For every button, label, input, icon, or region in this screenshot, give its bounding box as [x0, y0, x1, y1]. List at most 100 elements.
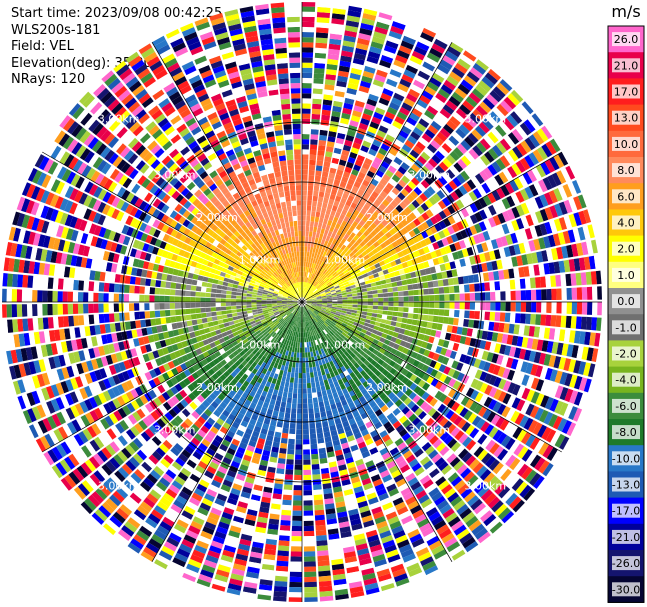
velocity-gate	[568, 197, 578, 212]
velocity-gate	[351, 383, 358, 390]
velocity-gate	[142, 353, 150, 363]
velocity-gate	[76, 448, 88, 461]
velocity-gate	[522, 172, 533, 185]
velocity-gate	[336, 454, 345, 462]
velocity-gate	[436, 131, 448, 142]
velocity-gate	[409, 374, 418, 382]
velocity-gate	[412, 417, 421, 426]
velocity-gate	[271, 367, 277, 374]
velocity-gate	[479, 138, 491, 150]
velocity-gate	[511, 256, 518, 267]
velocity-gate	[456, 173, 466, 184]
velocity-gate	[130, 513, 144, 525]
velocity-gate	[332, 305, 338, 308]
velocity-gate	[258, 511, 269, 519]
velocity-gate	[180, 467, 192, 478]
velocity-gate	[392, 265, 399, 272]
velocity-gate	[418, 302, 425, 308]
velocity-gate	[171, 395, 180, 405]
velocity-gate	[194, 488, 205, 498]
velocity-gate	[279, 325, 285, 331]
velocity-gate	[483, 472, 496, 485]
velocity-gate	[332, 341, 338, 347]
velocity-gate	[369, 244, 376, 251]
velocity-gate	[299, 306, 301, 312]
velocity-gate	[312, 274, 316, 280]
velocity-gate	[191, 410, 200, 420]
velocity-gate	[326, 294, 332, 297]
velocity-gate	[460, 207, 470, 218]
velocity-gate	[302, 220, 306, 226]
velocity-gate	[235, 473, 246, 482]
velocity-gate	[306, 316, 310, 322]
velocity-gate	[214, 435, 224, 444]
velocity-gate	[388, 488, 400, 497]
velocity-gate	[580, 316, 587, 330]
velocity-gate	[158, 404, 168, 415]
velocity-gate	[302, 195, 307, 201]
velocity-gate	[503, 96, 517, 110]
velocity-gate	[278, 540, 290, 547]
velocity-gate	[245, 411, 253, 419]
velocity-gate	[364, 582, 379, 591]
velocity-gate	[341, 276, 347, 281]
velocity-gate	[535, 210, 544, 223]
velocity-gate	[314, 323, 319, 329]
velocity-gate	[325, 265, 331, 271]
velocity-gate	[132, 453, 144, 465]
velocity-gate	[130, 472, 142, 484]
velocity-gate	[356, 154, 365, 162]
velocity-gate	[363, 108, 374, 116]
velocity-gate	[297, 342, 300, 348]
velocity-gate	[564, 388, 574, 403]
velocity-gate	[266, 353, 272, 360]
velocity-gate	[302, 62, 313, 68]
velocity-gate	[559, 436, 570, 450]
velocity-gate	[236, 429, 244, 437]
velocity-gate	[186, 352, 194, 360]
velocity-gate	[396, 134, 407, 144]
velocity-gate	[271, 332, 277, 338]
velocity-gate	[261, 379, 267, 386]
velocity-gate	[318, 265, 322, 272]
velocity-gate	[499, 419, 510, 431]
velocity-gate	[223, 322, 230, 328]
velocity-gate	[248, 359, 254, 366]
velocity-gate	[505, 454, 517, 468]
velocity-gate	[363, 577, 378, 586]
velocity-gate	[308, 341, 312, 347]
velocity-gate	[514, 413, 525, 426]
velocity-gate	[235, 553, 248, 562]
velocity-gate	[195, 465, 206, 474]
velocity-gate	[210, 331, 217, 337]
velocity-gate	[542, 177, 553, 191]
velocity-gate	[502, 368, 511, 379]
velocity-gate	[498, 507, 511, 520]
velocity-gate	[550, 275, 557, 287]
velocity-gate	[404, 558, 418, 568]
velocity-gate	[339, 526, 351, 534]
velocity-gate	[319, 585, 333, 592]
velocity-gate	[216, 526, 228, 535]
velocity-gate	[313, 329, 317, 335]
velocity-gate	[523, 488, 536, 501]
velocity-gate	[521, 431, 532, 445]
velocity-gate	[516, 336, 524, 347]
velocity-gate	[254, 531, 266, 539]
velocity-gate	[237, 388, 244, 396]
velocity-gate	[508, 323, 515, 334]
velocity-gate	[314, 407, 320, 414]
velocity-gate	[535, 365, 544, 378]
velocity-gate	[197, 341, 205, 348]
velocity-gate	[302, 200, 307, 206]
velocity-gate	[594, 332, 601, 347]
velocity-gate	[370, 316, 377, 322]
velocity-gate	[343, 102, 354, 110]
velocity-gate	[396, 506, 409, 516]
velocity-gate	[303, 287, 305, 293]
velocity-gate	[344, 381, 351, 388]
velocity-gate	[325, 235, 331, 242]
velocity-gate	[353, 332, 360, 338]
velocity-gate	[303, 480, 312, 486]
velocity-gate	[580, 272, 587, 286]
